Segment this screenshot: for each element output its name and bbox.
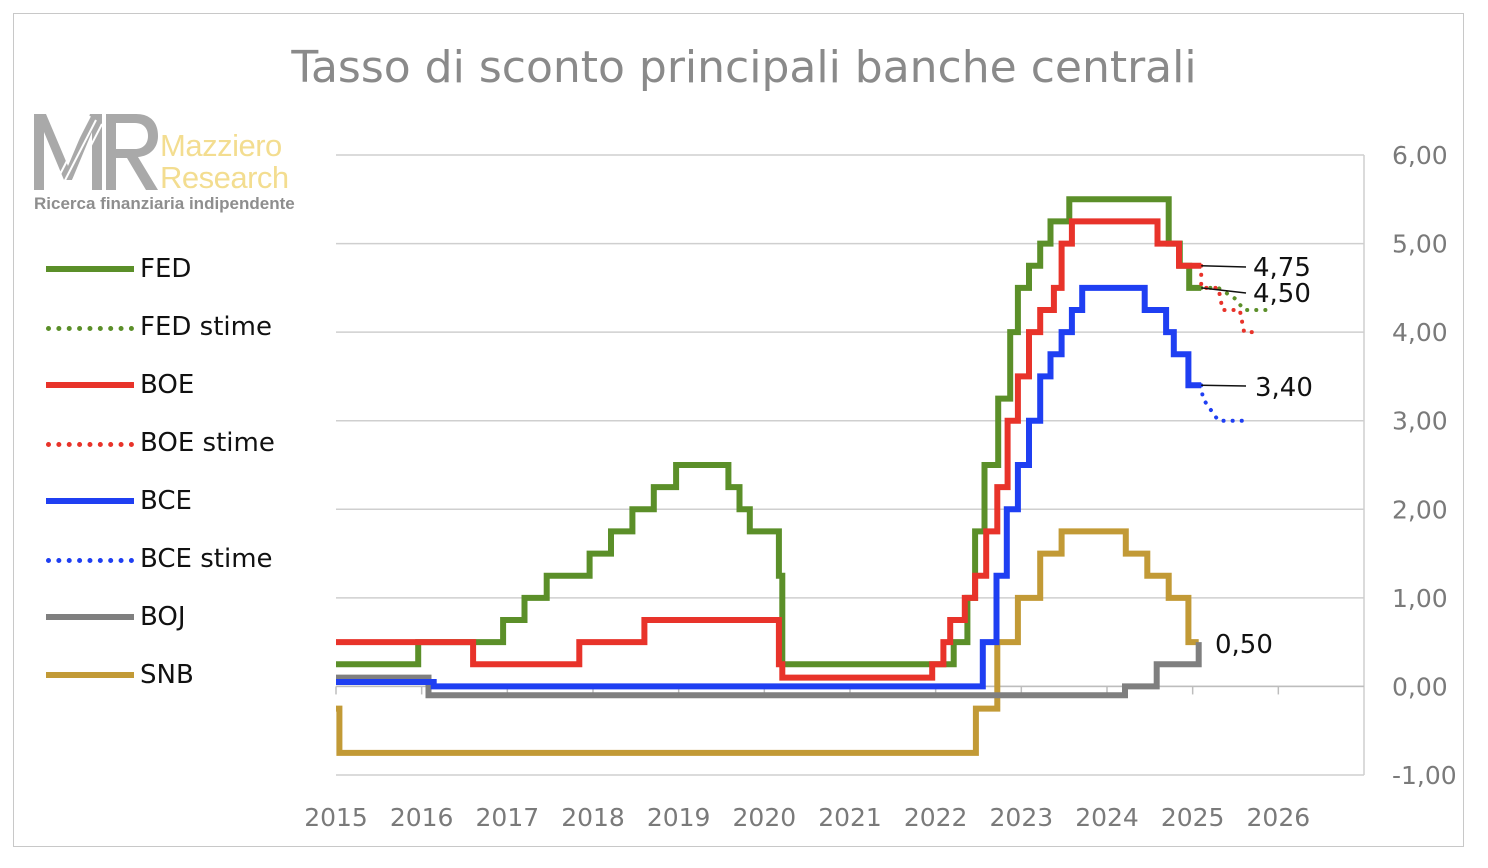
y-tick-label: -1,00 [1392,761,1457,790]
legend-swatch [46,266,134,272]
legend-item-boj: BOJ [46,596,306,636]
series-line-fed [336,196,1202,668]
data-label: 3,40 [1255,373,1313,403]
chart-frame [13,13,1464,847]
series-line-snb [336,528,1199,756]
y-tick-label: 4,00 [1392,318,1448,347]
data-label-leader [1201,264,1247,268]
y-tick-label: 3,00 [1392,407,1448,436]
x-tick-label: 2023 [990,803,1054,832]
logo-word-mazziero: Mazziero [160,128,282,163]
x-tick-label: 2025 [1161,803,1225,832]
legend-label: FED stime [140,312,272,342]
y-tick-label: 5,00 [1392,230,1448,259]
legend-swatch [46,614,134,620]
y-tick-label: 1,00 [1392,584,1448,613]
x-tick-label: 2018 [561,803,625,832]
chart-title: Tasso di sconto principali banche centra… [291,42,1197,93]
x-tick-label: 2026 [1247,803,1311,832]
data-label: 4,50 [1253,279,1311,309]
legend-label: SNB [140,660,194,690]
data-label: 4,75 [1253,253,1311,283]
legend-swatch [46,672,134,678]
series-line-bce-stime [1199,383,1247,423]
x-tick-label: 2020 [733,803,797,832]
data-label-leader [1201,384,1247,387]
series-line-boe-stime [1199,263,1255,335]
legend-label: BOE stime [140,428,275,458]
y-tick-label: 2,00 [1392,495,1448,524]
logo-tagline: Ricerca finanziaria indipendente [34,194,295,213]
legend-item-fed: FED [46,248,306,288]
mr-logo-mark-icon [34,114,158,191]
legend-item-bce-stime: BCE stime [46,538,306,578]
x-tick-label: 2016 [390,803,454,832]
x-tick-label: 2022 [904,803,968,832]
legend-swatch [46,442,134,447]
y-tick-label: 0,00 [1392,672,1448,701]
legend-swatch [46,382,134,388]
legend-item-boe: BOE [46,364,306,404]
mazziero-research-logo: Mazziero Research Ricerca finanziaria in… [32,110,322,220]
y-tick-label: 6,00 [1392,141,1448,170]
legend-swatch [46,498,134,504]
data-label: 0,50 [1215,630,1273,660]
logo-word-research: Research [160,160,289,195]
series-line-bce [336,284,1202,690]
series-line-boe [336,218,1202,681]
x-tick-label: 2017 [476,803,540,832]
legend-item-snb: SNB [46,654,306,694]
x-tick-label: 2015 [304,803,368,832]
legend-swatch [46,326,134,331]
x-tick-label: 2019 [647,803,711,832]
legend-label: BCE [140,486,192,516]
legend-item-bce: BCE [46,480,306,520]
x-tick-label: 2024 [1075,803,1139,832]
legend-label: BOE [140,370,195,400]
data-label-leader [1201,287,1247,294]
legend-item-fed-stime: FED stime [46,306,306,346]
series-line-fed-stime [1199,285,1268,312]
x-tick-label: 2021 [818,803,882,832]
legend-label: BOJ [140,602,186,632]
legend-label: BCE stime [140,544,273,574]
legend-label: FED [140,254,192,284]
legend-item-boe-stime: BOE stime [46,422,306,462]
legend-swatch [46,558,134,563]
